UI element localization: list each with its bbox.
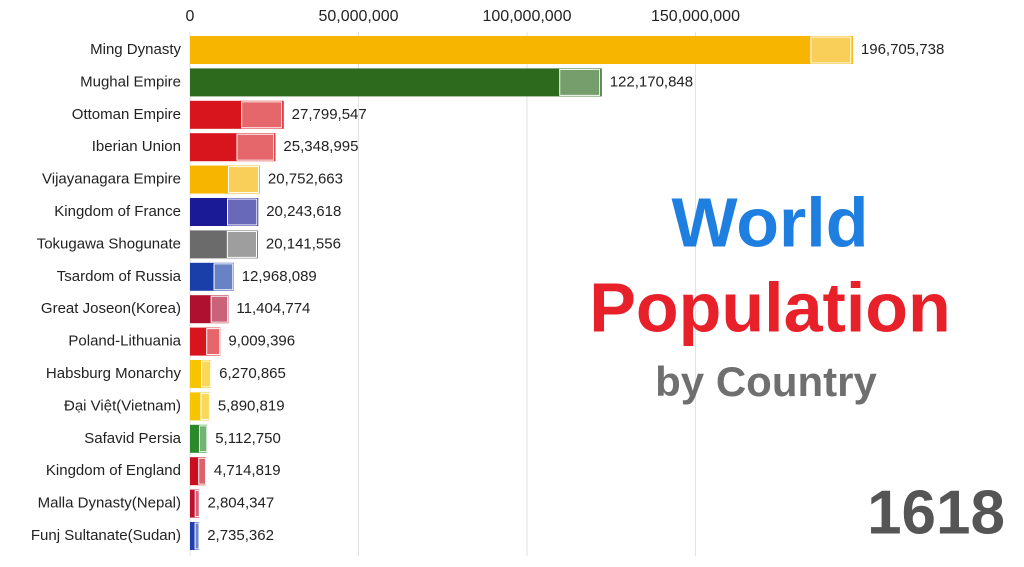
flag — [227, 166, 260, 194]
bar — [190, 262, 234, 291]
category-label: Great Joseon(Korea) — [41, 300, 181, 317]
x-tick-label: 50,000,000 — [318, 8, 398, 25]
category-label: Poland-Lithuania — [68, 333, 181, 350]
x-tick-label: 150,000,000 — [651, 8, 740, 25]
bar — [190, 68, 602, 97]
flag — [559, 68, 601, 96]
flag — [198, 457, 207, 485]
x-tick-label: 0 — [186, 8, 195, 25]
bar — [190, 133, 276, 162]
bar — [190, 36, 853, 64]
value-label: 20,752,663 — [268, 171, 343, 188]
value-label: 27,799,547 — [292, 106, 367, 123]
category-label: Tokugawa Shogunate — [37, 235, 181, 252]
value-label: 9,009,396 — [228, 333, 295, 350]
value-label: 122,170,848 — [610, 73, 693, 90]
category-label: Habsburg Monarchy — [46, 365, 182, 382]
flag — [236, 133, 275, 161]
subtitle: by Country — [655, 358, 877, 405]
category-label: Safavid Persia — [84, 430, 181, 447]
flag — [206, 328, 221, 356]
flag — [810, 36, 852, 64]
value-label: 2,735,362 — [207, 527, 274, 544]
bar — [190, 295, 229, 324]
category-label: Vijayanagara Empire — [42, 171, 181, 188]
year-label: 1618 — [867, 478, 1005, 547]
category-label: Malla Dynasty(Nepal) — [38, 495, 181, 512]
bar — [190, 100, 284, 129]
value-label: 20,141,556 — [266, 235, 341, 252]
bar — [190, 360, 212, 388]
category-label: Iberian Union — [92, 138, 181, 155]
flag — [210, 295, 229, 323]
flag — [198, 425, 208, 453]
flag — [194, 490, 200, 518]
value-label: 5,890,819 — [218, 397, 285, 414]
flag — [194, 522, 200, 550]
value-label: 196,705,738 — [861, 41, 944, 58]
value-label: 12,968,089 — [242, 268, 317, 285]
value-label: 6,270,865 — [219, 365, 286, 382]
category-label: Kingdom of England — [46, 462, 181, 479]
flag — [200, 392, 210, 420]
bar — [190, 457, 206, 486]
category-label: Tsardom of Russia — [57, 268, 182, 285]
flag — [241, 101, 283, 129]
bar — [190, 198, 259, 226]
value-label: 4,714,819 — [214, 462, 281, 479]
category-label: Đại Việt(Vietnam) — [64, 397, 181, 414]
bar — [190, 424, 208, 453]
category-label: Ottoman Empire — [72, 106, 181, 123]
x-tick-label: 100,000,000 — [483, 8, 572, 25]
category-label: Funj Sultanate(Sudan) — [31, 527, 181, 544]
category-label: Kingdom of France — [54, 203, 181, 220]
value-label: 11,404,774 — [236, 300, 310, 317]
value-label: 2,804,347 — [207, 495, 274, 512]
value-label: 5,112,750 — [215, 430, 281, 447]
title-line: Population — [589, 268, 951, 346]
flag — [227, 198, 258, 226]
value-label: 20,243,618 — [266, 203, 341, 220]
bar — [190, 392, 210, 421]
flag — [201, 360, 212, 388]
category-label: Mughal Empire — [80, 73, 181, 90]
flag — [213, 263, 234, 291]
flag — [226, 230, 258, 258]
title-line: World — [671, 183, 868, 261]
bar — [190, 327, 221, 356]
bar — [190, 230, 258, 259]
value-label: 25,348,995 — [283, 138, 358, 155]
category-label: Ming Dynasty — [90, 41, 181, 58]
bar — [190, 165, 260, 194]
